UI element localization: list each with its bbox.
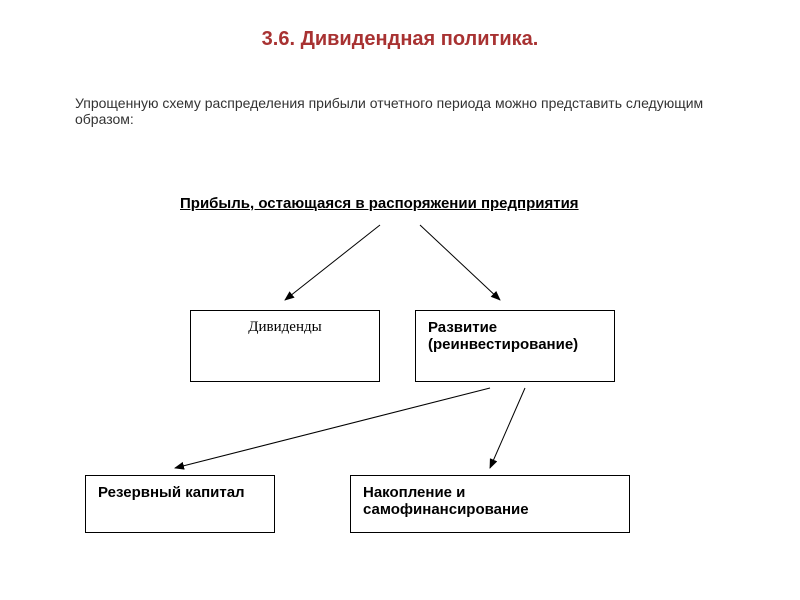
development-label: Развитие (реинвестирование) — [428, 319, 578, 353]
title-text: 3.6. Дивидендная политика. — [262, 28, 539, 50]
slide-title: 3.6. Дивидендная политика. — [0, 28, 800, 51]
slide-subtitle: Упрощенную схему распределения прибыли о… — [75, 95, 715, 127]
profit-header: Прибыль, остающаяся в распоряжении предп… — [180, 195, 579, 212]
reserve-label: Резервный капитал — [98, 484, 245, 501]
accumulation-box: Накопление и самофинансирование — [350, 475, 630, 533]
dividends-box: Дивиденды — [190, 310, 380, 382]
profit-header-text: Прибыль, остающаяся в распоряжении предп… — [180, 195, 579, 212]
development-box: Развитие (реинвестирование) — [415, 310, 615, 382]
accumulation-label: Накопление и самофинансирование — [363, 484, 529, 518]
dividends-label: Дивиденды — [248, 319, 321, 335]
subtitle-text: Упрощенную схему распределения прибыли о… — [75, 95, 703, 127]
reserve-box: Резервный капитал — [85, 475, 275, 533]
